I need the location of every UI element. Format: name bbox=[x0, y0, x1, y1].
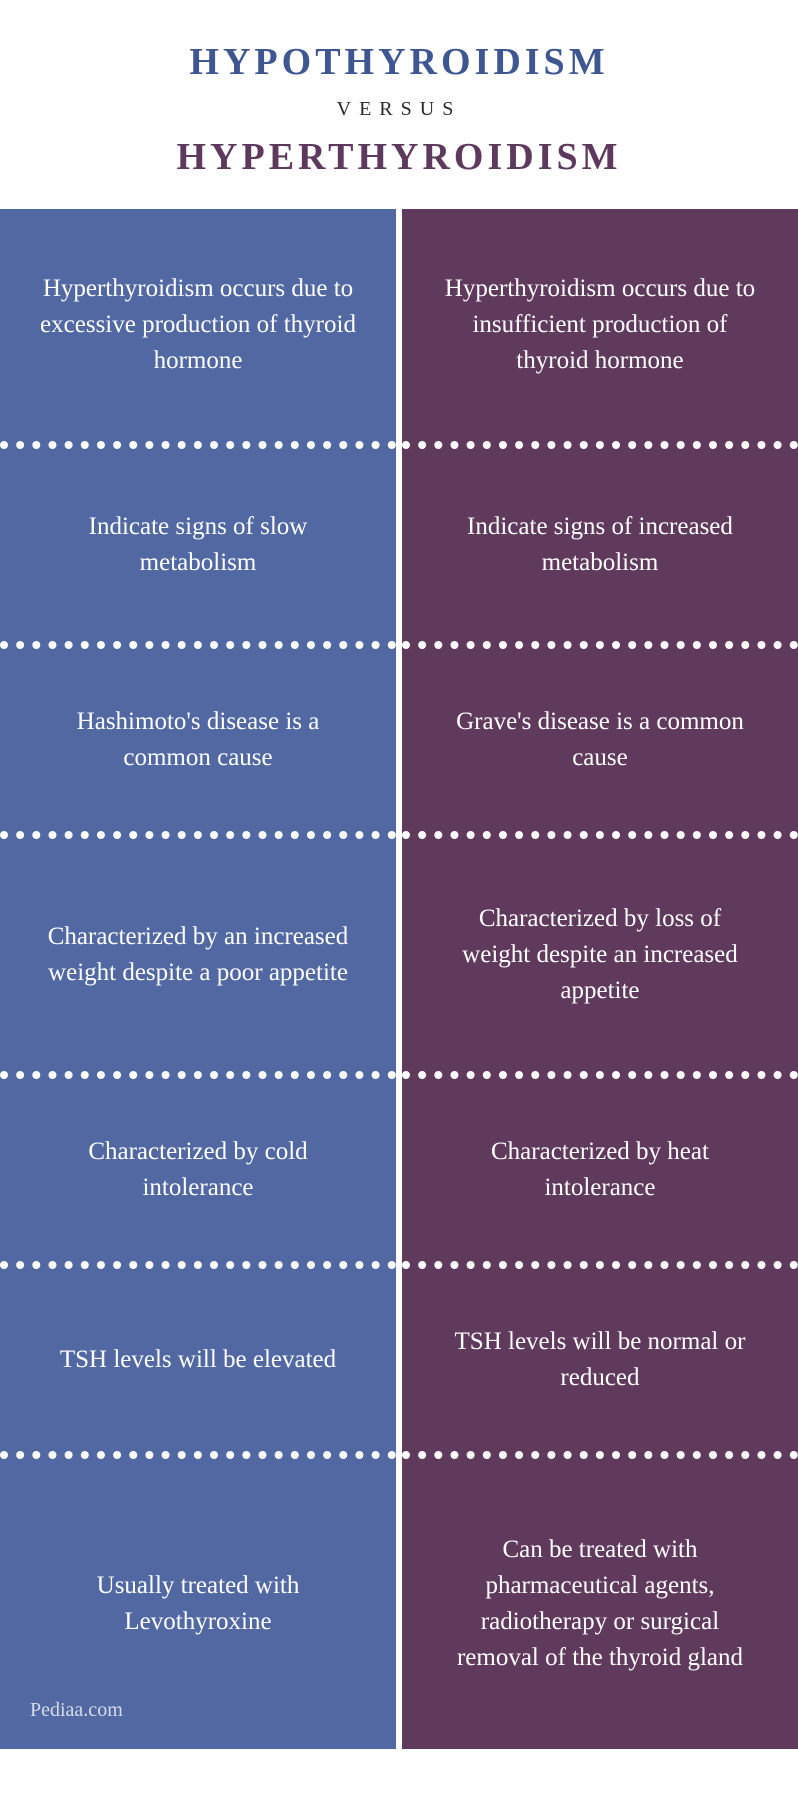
column-hypothyroidism: Hyperthyroidism occurs due to excessive … bbox=[0, 209, 396, 1749]
cell-left-1: Indicate signs of slow metabolism bbox=[0, 449, 396, 649]
cell-left-0: Hyperthyroidism occurs due to excessive … bbox=[0, 209, 396, 449]
title-hypothyroidism: HYPOTHYROIDISM bbox=[20, 40, 778, 84]
column-hyperthyroidism: Hyperthyroidism occurs due to insufficie… bbox=[402, 209, 798, 1749]
cell-right-2: Grave's disease is a common cause bbox=[402, 649, 798, 839]
cell-right-1: Indicate signs of increased metabolism bbox=[402, 449, 798, 649]
cell-right-0: Hyperthyroidism occurs due to insufficie… bbox=[402, 209, 798, 449]
cell-right-3: Characterized by loss of weight despite … bbox=[402, 839, 798, 1079]
cell-left-4: Characterized by cold intolerance bbox=[0, 1079, 396, 1269]
versus-label: VERSUS bbox=[20, 98, 778, 121]
attribution: Pediaa.com bbox=[0, 1699, 798, 1744]
cell-right-4: Characterized by heat intolerance bbox=[402, 1079, 798, 1269]
header: HYPOTHYROIDISM VERSUS HYPERTHYROIDISM bbox=[0, 0, 798, 209]
cell-left-2: Hashimoto's disease is a common cause bbox=[0, 649, 396, 839]
title-hyperthyroidism: HYPERTHYROIDISM bbox=[20, 135, 778, 179]
cell-right-5: TSH levels will be normal or reduced bbox=[402, 1269, 798, 1459]
comparison-table: Hyperthyroidism occurs due to excessive … bbox=[0, 209, 798, 1749]
cell-left-5: TSH levels will be elevated bbox=[0, 1269, 396, 1459]
cell-left-3: Characterized by an increased weight des… bbox=[0, 839, 396, 1079]
